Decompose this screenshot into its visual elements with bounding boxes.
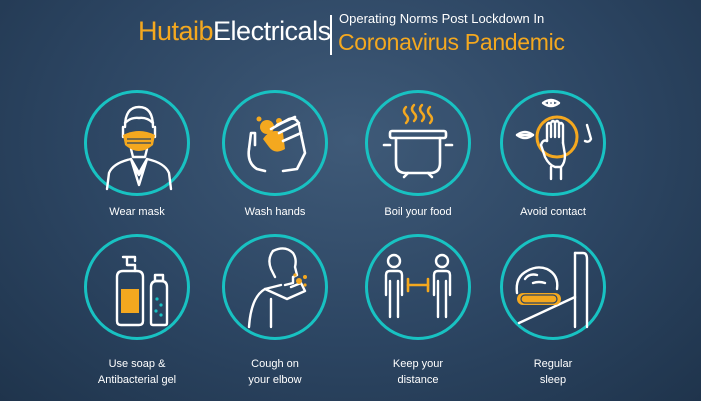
wash-hands-icon [247,115,307,173]
social-distance-icon-circle [365,234,471,340]
label-keep-distance-line2: distance [397,374,439,386]
label-regular-sleep: Regular sleep [478,356,628,388]
label-use-soap-line1: Use soap & [108,358,166,370]
hand-face-icon [515,98,593,181]
label-regular-sleep-line1: Regular [533,358,573,370]
label-boil-food: Boil your food [384,206,452,218]
label-keep-distance: Keep your distance [343,356,493,388]
brand-part1: Hutaib [138,16,214,46]
label-avoid-contact: Avoid contact [520,206,586,218]
label-wash-hands: Wash hands [244,206,306,218]
hand-face-icon-circle [500,90,606,196]
wash-hands-icon-circle [222,90,328,196]
label-cough-elbow-line1: Cough on [251,358,299,370]
cough-elbow-icon-circle [222,234,328,340]
mask-icon-circle [84,90,190,196]
subtitle: Operating Norms Post Lockdown In [339,11,545,26]
boiling-pot-icon [382,103,454,179]
label-cough-elbow-line2: your elbow [248,374,302,386]
brand-part2: Electricals [213,16,331,46]
cough-elbow-icon [247,247,307,329]
page-title: Coronavirus Pandemic [338,29,565,55]
label-use-soap-line2: Antibacterial gel [97,374,177,386]
label-use-soap: Use soap & Antibacterial gel [62,356,212,388]
sleep-icon-circle [500,234,606,340]
brand-logo: HutaibElectricals [138,16,331,47]
soap-bottles-icon-circle [84,234,190,340]
label-regular-sleep-line2: sleep [539,374,567,386]
mask-icon [105,105,173,191]
soap-bottles-icon [115,255,169,327]
header-divider [330,15,332,55]
header: HutaibElectricals Operating Norms Post L… [0,0,701,66]
social-distance-icon [384,253,452,319]
label-wear-mask: Wear mask [109,206,165,218]
label-keep-distance-line1: Keep your [392,358,444,370]
sleep-icon [515,251,589,329]
boiling-pot-icon-circle [365,90,471,196]
label-cough-elbow: Cough on your elbow [200,356,350,388]
